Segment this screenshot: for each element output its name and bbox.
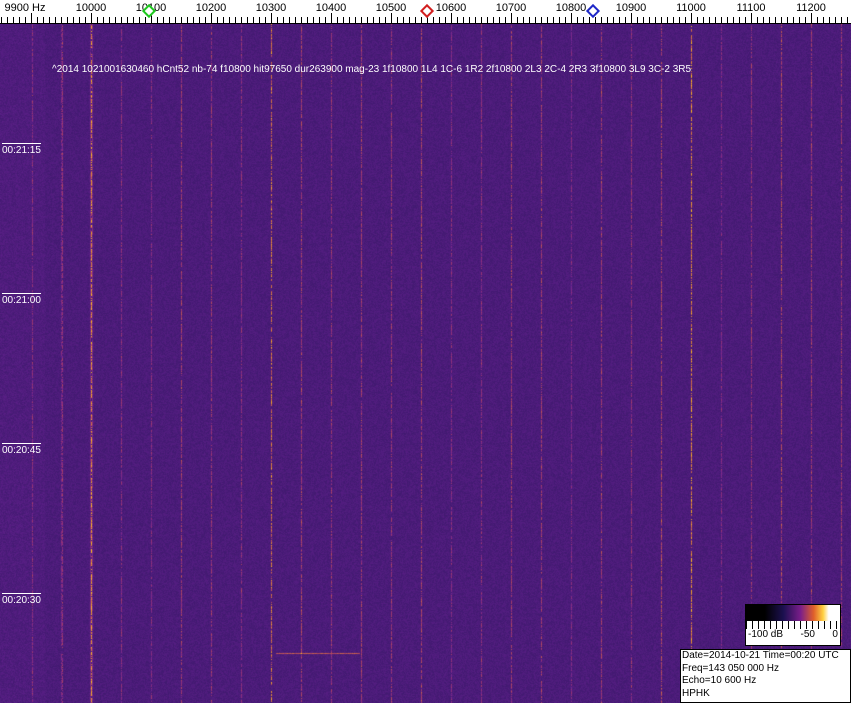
freq-label: 11100 xyxy=(736,2,766,14)
time-label: 00:21:15 xyxy=(2,143,41,156)
freq-label: 10900 xyxy=(615,2,647,14)
scale-label-mid: -50 xyxy=(800,629,815,640)
freq-label: 11000 xyxy=(676,2,706,14)
scale-label-max: 0 xyxy=(832,629,838,640)
freq-label: 10400 xyxy=(315,2,347,14)
color-scale-legend: -100 dB -50 0 xyxy=(745,604,841,646)
scale-label-min: -100 dB xyxy=(748,629,784,640)
scale-ticks xyxy=(746,621,840,629)
frequency-axis: 9900 Hz100001010010200103001040010500106… xyxy=(0,0,851,24)
freq-label: 10700 xyxy=(495,2,527,14)
freq-label: 9900 Hz xyxy=(4,2,46,14)
time-label: 00:20:45 xyxy=(2,443,41,456)
meteor-detection-text: ^2014 1021001630460 hCnt52 nb-74 f10800 … xyxy=(52,64,692,75)
freq-label: 11200 xyxy=(796,2,826,14)
info-echo: Echo=10 600 Hz xyxy=(682,675,757,686)
waterfall-spectrogram[interactable] xyxy=(0,24,851,703)
freq-label: 10000 xyxy=(75,2,107,14)
time-label: 00:21:00 xyxy=(2,293,41,306)
freq-label: 10800 xyxy=(555,2,587,14)
info-station: HPHK xyxy=(682,687,710,699)
info-freq: Freq=143 050 000 Hz xyxy=(682,662,780,674)
freq-label: 10600 xyxy=(435,2,467,14)
info-panel: Date=2014-10-21 Time=00:20 UTC Freq=143 … xyxy=(680,649,851,703)
color-gradient xyxy=(746,605,840,621)
info-date-time: Date=2014-10-21 Time=00:20 UTC xyxy=(682,650,839,661)
freq-label: 10200 xyxy=(195,2,227,14)
freq-label: 10500 xyxy=(375,2,407,14)
freq-label: 10300 xyxy=(255,2,287,14)
time-label: 00:20:30 xyxy=(2,593,41,606)
